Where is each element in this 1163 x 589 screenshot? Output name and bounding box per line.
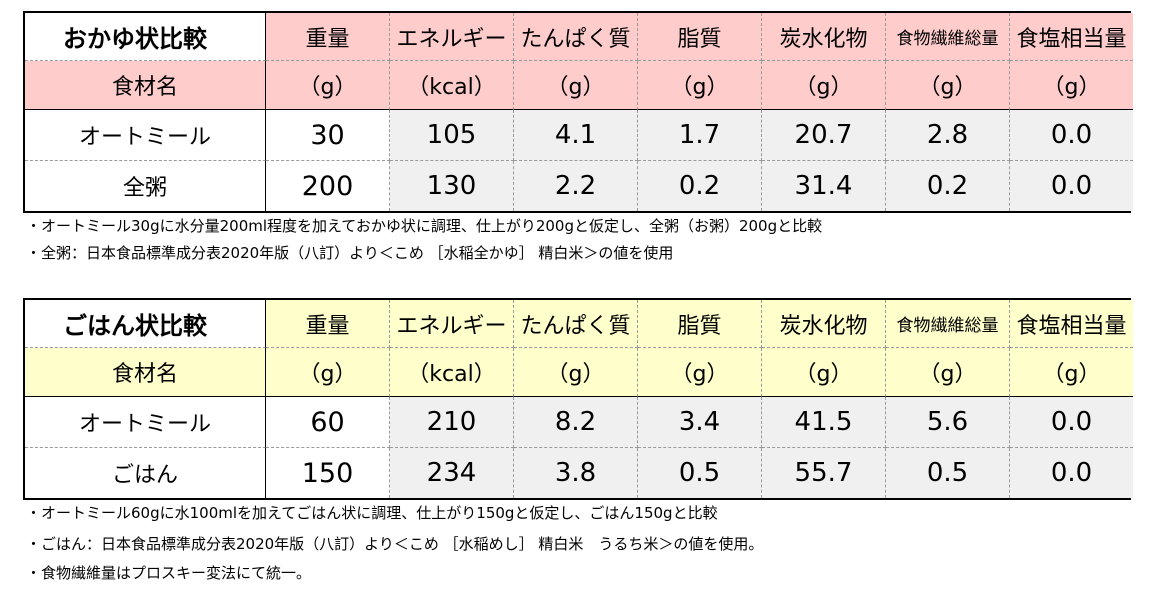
value-carbohydrate: 55.7 [762, 448, 886, 498]
value-dietary-fiber: 2.8 [886, 110, 1010, 161]
header-protein: たんぱく質 [514, 300, 638, 348]
unit-dietary-fiber: （g） [886, 61, 1010, 110]
gohan-note-1: ・オートミール60gに水100mlを加えてごはん状に調理、仕上がり150gと仮定… [26, 504, 718, 522]
value-salt: 0.0 [1010, 448, 1133, 498]
food-name-cell: 全粥 [25, 161, 266, 211]
value-carbohydrate: 20.7 [762, 110, 886, 161]
value-carbohydrate: 31.4 [762, 161, 886, 211]
header-fat: 脂質 [638, 300, 762, 348]
header-salt: 食塩相当量 [1010, 13, 1133, 61]
value-fat: 0.2 [638, 161, 762, 211]
header-salt: 食塩相当量 [1010, 300, 1133, 348]
unit-dietary-fiber: （g） [886, 348, 1010, 397]
value-dietary-fiber: 5.6 [886, 397, 1010, 448]
table-title: ごはん状比較 [25, 300, 266, 348]
header-fat: 脂質 [638, 13, 762, 61]
value-protein: 4.1 [514, 110, 638, 161]
unit-fat: （g） [638, 61, 762, 110]
food-name-cell: オートミール [25, 110, 266, 161]
unit-protein: （g） [514, 348, 638, 397]
value-weight: 200 [266, 161, 390, 211]
okayu-note-2: ・全粥：日本食品標準成分表2020年版（八訂）より＜こめ ［水稲全かゆ］ 精白米… [26, 244, 674, 262]
value-salt: 0.0 [1010, 161, 1133, 211]
value-energy: 210 [390, 397, 514, 448]
unit-carbohydrate: （g） [762, 61, 886, 110]
value-energy: 234 [390, 448, 514, 498]
header-protein: たんぱく質 [514, 13, 638, 61]
unit-energy: （kcal） [390, 348, 514, 397]
header-dietary-fiber: 食物繊維総量 [886, 13, 1010, 61]
header-energy: エネルギー [390, 300, 514, 348]
value-protein: 3.8 [514, 448, 638, 498]
unit-energy: （kcal） [390, 61, 514, 110]
value-weight: 150 [266, 448, 390, 498]
unit-salt: （g） [1010, 61, 1133, 110]
value-carbohydrate: 41.5 [762, 397, 886, 448]
value-fat: 1.7 [638, 110, 762, 161]
header-carbohydrate: 炭水化物 [762, 300, 886, 348]
unit-fat: （g） [638, 348, 762, 397]
unit-salt: （g） [1010, 348, 1133, 397]
okayu-comparison-table: おかゆ状比較 重量 エネルギー たんぱく質 脂質 炭水化物 食物繊維総量 食塩相… [23, 11, 1133, 213]
gohan-note-2: ・ごはん：日本食品標準成分表2020年版（八訂）より＜こめ ［水稲めし］ 精白米… [26, 535, 764, 553]
header-food-name: 食材名 [25, 61, 266, 110]
value-dietary-fiber: 0.2 [886, 161, 1010, 211]
food-name-cell: ごはん [25, 448, 266, 498]
value-dietary-fiber: 0.5 [886, 448, 1010, 498]
unit-protein: （g） [514, 61, 638, 110]
value-fat: 3.4 [638, 397, 762, 448]
gohan-note-3: ・食物繊維量はプロスキー変法にて統一。 [26, 564, 312, 582]
value-energy: 105 [390, 110, 514, 161]
value-salt: 0.0 [1010, 110, 1133, 161]
header-dietary-fiber: 食物繊維総量 [886, 300, 1010, 348]
table-title: おかゆ状比較 [25, 13, 266, 61]
unit-weight: （g） [266, 61, 390, 110]
header-energy: エネルギー [390, 13, 514, 61]
value-protein: 2.2 [514, 161, 638, 211]
header-weight: 重量 [266, 300, 390, 348]
unit-weight: （g） [266, 348, 390, 397]
value-weight: 60 [266, 397, 390, 448]
gohan-comparison-table: ごはん状比較 重量 エネルギー たんぱく質 脂質 炭水化物 食物繊維総量 食塩相… [23, 298, 1133, 500]
header-weight: 重量 [266, 13, 390, 61]
okayu-note-1: ・オートミール30gに水分量200ml程度を加えておかゆ状に調理、仕上がり200… [26, 217, 823, 235]
value-salt: 0.0 [1010, 397, 1133, 448]
header-carbohydrate: 炭水化物 [762, 13, 886, 61]
value-protein: 8.2 [514, 397, 638, 448]
unit-carbohydrate: （g） [762, 348, 886, 397]
header-food-name: 食材名 [25, 348, 266, 397]
food-name-cell: オートミール [25, 397, 266, 448]
value-energy: 130 [390, 161, 514, 211]
value-weight: 30 [266, 110, 390, 161]
value-fat: 0.5 [638, 448, 762, 498]
